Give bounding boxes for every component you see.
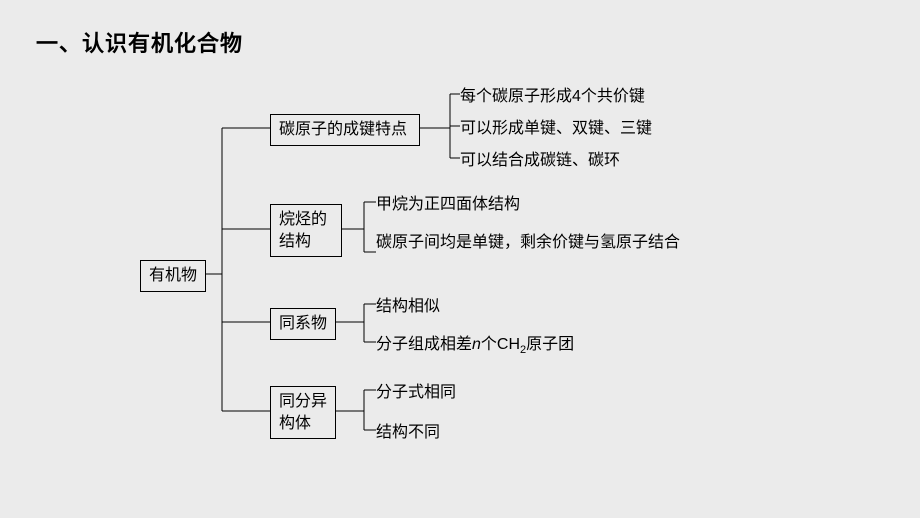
branch-node-1: 烷烃的 结构 [270,204,342,257]
connector-svg [140,82,880,492]
leaf-0-2: 可以结合成碳链、碳环 [460,150,620,172]
leaf-3-1: 结构不同 [376,422,440,444]
tree-diagram: 有机物 碳原子的成键特点 每个碳原子形成4个共价键可以形成单键、双键、三键可以结合成… [140,82,880,492]
leaf-0-1: 可以形成单键、双键、三键 [460,118,652,140]
branch-node-2: 同系物 [270,308,336,340]
leaf-1-0: 甲烷为正四面体结构 [376,194,520,216]
root-node: 有机物 [140,260,206,292]
page-title: 一、认识有机化合物 [36,26,243,58]
leaf-2-1: 分子组成相差n个CH2原子团 [376,334,574,358]
leaf-3-0: 分子式相同 [376,382,456,404]
leaf-2-0: 结构相似 [376,296,440,318]
branch-node-0: 碳原子的成键特点 [270,114,420,146]
leaf-0-0: 每个碳原子形成4个共价键 [460,86,645,108]
leaf-1-1: 碳原子间均是单键，剩余价键与氢原子结合 [376,232,686,254]
branch-node-3: 同分异 构体 [270,386,336,439]
